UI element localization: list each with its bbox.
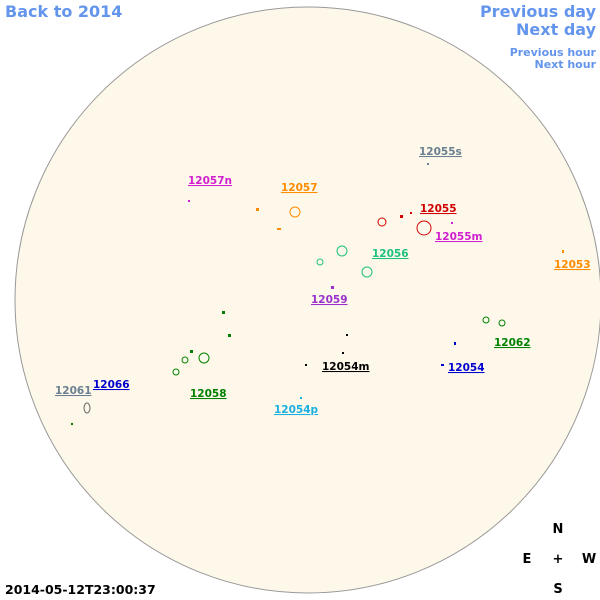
next-day-link[interactable]: Next day <box>516 20 597 39</box>
region-label: 12058 <box>190 388 227 400</box>
spot <box>181 356 189 364</box>
spot <box>256 208 259 211</box>
previous-day-link[interactable]: Previous day <box>480 2 597 21</box>
back-link[interactable]: Back to 2014 <box>5 2 122 21</box>
spot <box>305 364 307 366</box>
spot <box>454 342 456 345</box>
spot <box>172 368 180 376</box>
region-label: 12055m <box>435 231 483 243</box>
compass: N E + W S <box>523 522 597 597</box>
spot <box>498 319 506 327</box>
region-label: 12062 <box>494 337 531 349</box>
sunspots <box>71 163 564 425</box>
region-label: 12055s <box>419 146 462 158</box>
spot <box>71 423 73 425</box>
region-label: 12057 <box>281 182 318 194</box>
spot <box>316 258 324 266</box>
spot <box>198 352 210 364</box>
spot <box>441 364 444 366</box>
spot <box>342 352 344 354</box>
spot <box>482 316 490 324</box>
region-label: 12055 <box>420 203 457 215</box>
region-label: 12066 <box>93 379 130 391</box>
compass-north: N <box>553 522 564 537</box>
spot <box>228 334 231 337</box>
spot <box>427 163 429 165</box>
spot <box>336 245 348 257</box>
solar-disk <box>14 6 600 594</box>
spot <box>451 222 453 224</box>
spot <box>416 220 432 236</box>
region-label: 12053 <box>554 259 591 271</box>
region-label: 12061 <box>55 385 92 397</box>
region-label: 12057n <box>188 175 232 187</box>
spot <box>400 215 403 218</box>
spot <box>300 397 302 399</box>
region-label: 12054 <box>448 362 485 374</box>
next-hour-link[interactable]: Next hour <box>535 58 597 71</box>
previous-hour-link[interactable]: Previous hour <box>510 46 597 59</box>
timestamp: 2014-05-12T23:00:37 <box>5 582 156 597</box>
compass-center: + <box>553 552 564 567</box>
spot <box>277 228 281 230</box>
spot <box>410 212 412 214</box>
compass-south: S <box>553 582 562 597</box>
spot <box>361 266 373 278</box>
spot <box>562 250 564 253</box>
region-label: 12054m <box>322 361 370 373</box>
region-labels: 12055s 12057n 12057 12055 12055m 12056 1… <box>55 146 591 416</box>
region-label: 12059 <box>311 294 348 306</box>
spot <box>346 334 348 336</box>
spot <box>188 200 190 202</box>
region-label: 12056 <box>372 248 409 260</box>
spot <box>190 350 193 353</box>
spot <box>222 311 225 314</box>
spot <box>377 217 387 227</box>
spot <box>289 206 301 218</box>
spot <box>331 286 334 289</box>
region-label: 12054p <box>274 404 319 416</box>
compass-east: E <box>523 552 532 567</box>
compass-west: W <box>582 552 596 567</box>
spot <box>83 402 91 414</box>
